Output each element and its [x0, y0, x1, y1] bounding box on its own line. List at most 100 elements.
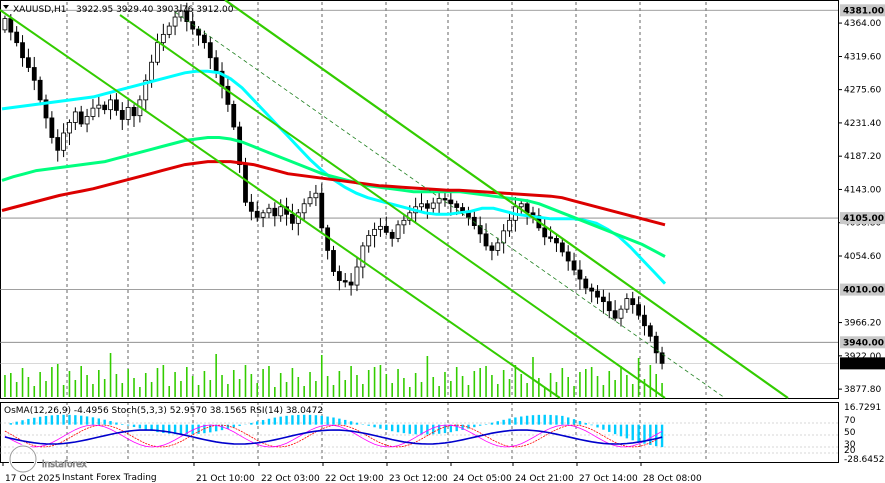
candle-body: [501, 230, 507, 244]
price-tick-label: 3877.80: [844, 385, 881, 395]
time-tick-label: 22 Oct 03:00: [261, 474, 320, 483]
candle-body: [647, 325, 653, 337]
candle-body: [160, 33, 166, 44]
candle-body: [96, 104, 102, 109]
candle-body: [266, 207, 272, 214]
candle-body: [172, 16, 178, 27]
candle-body: [342, 280, 348, 283]
candle-body: [612, 310, 618, 319]
candle-body: [577, 269, 583, 280]
price-level-label: 4105.00: [843, 214, 884, 224]
indicator-tick-label: 20: [844, 446, 856, 456]
symbol-menu-triangle-icon[interactable]: [3, 5, 9, 9]
candle-body: [348, 281, 354, 286]
price-tick-label: 4143.00: [844, 185, 881, 195]
time-tick-label: 28 Oct 08:00: [643, 474, 702, 483]
candle-body: [67, 122, 72, 134]
candle-body: [600, 296, 606, 303]
candle-body: [225, 85, 231, 105]
price-level-label-box: [840, 357, 885, 370]
candle-body: [630, 298, 636, 306]
candle-body: [518, 203, 524, 208]
candle-body: [548, 236, 553, 239]
price-tick-label: 4187.20: [844, 152, 881, 162]
candle-body: [2, 18, 8, 31]
candle-body: [430, 202, 436, 209]
candle-body: [436, 198, 442, 204]
candle-body: [471, 216, 477, 226]
candle-body: [636, 304, 641, 316]
candle-body: [108, 99, 113, 111]
candle-body: [554, 237, 559, 244]
candle-body: [143, 79, 149, 101]
watermark: instaforex Instant Forex Trading: [8, 444, 157, 483]
price-level-label-box: [840, 4, 885, 17]
candle-body: [20, 42, 25, 59]
price-axis: 4364.00 4319.60 4275.60 4231.40 4187.20 4143.…: [838, 4, 885, 395]
price-level-label-box: [840, 336, 885, 349]
time-tick-label: 23 Oct 12:00: [389, 474, 448, 483]
candle-body: [507, 219, 512, 232]
candle-body: [389, 231, 395, 239]
time-tick-label: 24 Oct 05:00: [453, 474, 512, 483]
candle-body: [583, 278, 589, 289]
indicator-tick-label: 70: [844, 416, 856, 426]
indicator-tick-label: 50: [844, 428, 856, 438]
price-level-label: 4381.00: [843, 6, 884, 16]
candle-body: [14, 31, 20, 44]
candle-body: [61, 132, 67, 151]
price-tick-label: 4275.60: [844, 86, 881, 96]
candle-body: [8, 18, 14, 33]
candle-body: [178, 10, 184, 18]
candle-body: [454, 203, 460, 208]
candle-body: [43, 99, 49, 119]
candle-body: [149, 61, 155, 81]
candle-body: [366, 234, 372, 247]
candle-body: [307, 197, 313, 205]
watermark-tagline: Instant Forex Trading: [62, 473, 157, 483]
candle-body: [442, 198, 448, 201]
candle-body: [495, 242, 501, 251]
ema-slow-line: [1, 160, 666, 227]
ohlc-label: 3922.95 3929.40 3903.76 3912.00: [76, 5, 234, 15]
channel-upper-line[interactable]: [224, 0, 789, 399]
candle-body: [155, 42, 160, 63]
candle-body: [419, 203, 424, 208]
candle-body: [489, 245, 495, 251]
candle-body: [483, 233, 489, 247]
candle-body: [336, 271, 342, 281]
price-tick-label: 4231.40: [844, 119, 881, 129]
indicator-tick-label: -28.6452: [844, 455, 884, 465]
candle-body: [606, 301, 612, 312]
price-level-label: 4010.00: [843, 286, 884, 296]
channel-lower-line[interactable]: [0, 9, 561, 399]
candle-body: [243, 164, 248, 203]
rsi-line: [4, 424, 663, 448]
time-tick-label: 27 Oct 14:00: [579, 474, 638, 483]
price-tick-label: 4364.00: [844, 19, 881, 29]
price-tick-label: 3966.20: [844, 319, 881, 329]
candle-body: [401, 219, 407, 226]
candle-body: [184, 10, 190, 22]
candle-body: [166, 25, 172, 35]
channel-mid-line[interactable]: [119, 14, 666, 399]
candle-body: [642, 314, 647, 327]
trend-channel[interactable]: [0, 0, 789, 399]
candle-body: [213, 57, 219, 72]
candle-body: [102, 104, 108, 111]
candle-body: [448, 199, 454, 205]
indicator-tick-label: 30: [844, 440, 856, 450]
candle-body: [131, 106, 137, 117]
candle-body: [278, 206, 284, 217]
candle-body: [119, 110, 125, 120]
indicator-label: OsMA(12,26,9) -4.4956 Stoch(5,3,3) 52.95…: [4, 406, 323, 416]
candle-body: [477, 225, 483, 235]
candle-body: [55, 137, 61, 151]
candle-body: [290, 213, 295, 224]
candle-body: [196, 28, 201, 36]
candles: [2, 2, 665, 370]
candle-body: [571, 260, 577, 271]
candle-body: [313, 192, 319, 199]
